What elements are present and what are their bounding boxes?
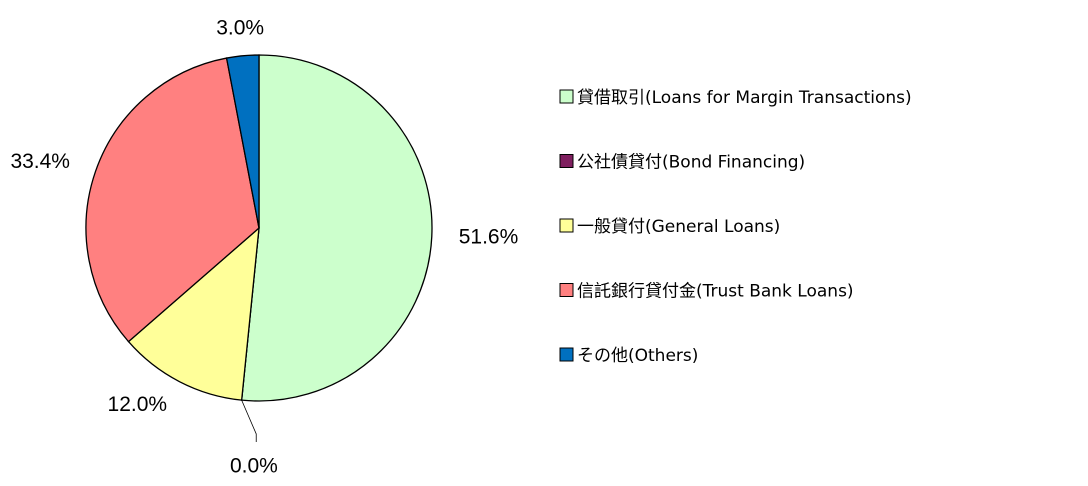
pie-slice [85,57,260,343]
data-label: 0.0% [230,454,278,477]
data-label: 3.0% [216,16,264,39]
pie-slice [240,54,433,402]
data-label: 33.4% [10,150,70,173]
legend-label: 信託銀行貸付金(Trust Bank Loans) [577,282,854,302]
data-label: 51.6% [459,226,519,249]
legend-swatch [559,154,574,168]
data-label: 12.0% [108,393,168,416]
legend-label: 貸借取引(Loans for Margin Transactions) [577,88,912,108]
legend-label: その他(Others) [577,346,698,366]
pie-slice [225,54,260,229]
legend-label: 一般貸付(General Loans) [577,217,780,237]
leader-line [241,399,257,442]
legend-swatch [559,218,574,233]
legend-swatch [559,89,574,104]
legend-label: 公社債貸付(Bond Financing) [577,153,805,173]
legend-swatch [559,283,574,297]
legend-swatch [559,347,574,362]
pie-slice [127,226,260,401]
